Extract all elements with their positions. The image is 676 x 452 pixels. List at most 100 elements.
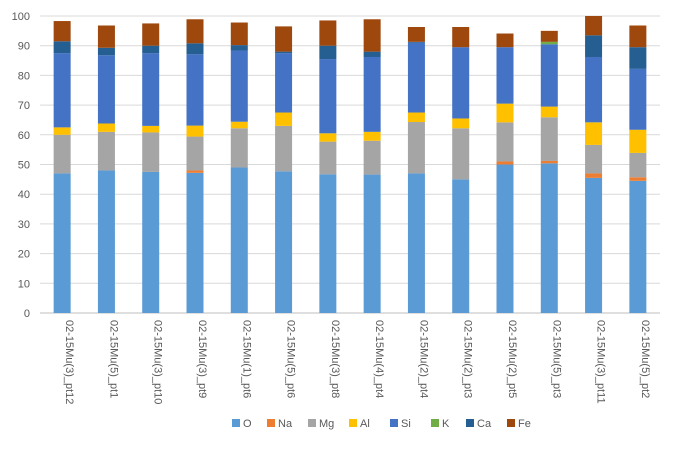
legend-label-na: Na [278,418,293,430]
bar-segment-02-15mu-2-pt3-o [452,179,470,313]
legend-label-si: Si [401,418,411,430]
bar-segment-02-15mu-5-pt1-fe [97,25,115,48]
bar-02-15mu-5-pt1 [97,25,115,313]
x-tick-label-02-15mu-2-pt3: 02-15Mu(2)_pt3 [462,320,474,398]
bar-segment-02-15mu-2-pt5-al [496,103,514,123]
bar-segment-02-15mu-3-pt8-ca [319,45,337,60]
bar-segment-02-15mu-5-pt1-ca [97,47,115,56]
bar-segment-02-15mu-2-pt4-mg [407,122,425,174]
x-tick-label-02-15mu-2-pt4: 02-15Mu(2)_pt4 [417,320,429,398]
bar-segment-02-15mu-1-pt6-fe [230,22,248,46]
bar-segment-02-15mu-1-pt6-o [230,167,248,313]
bar-02-15mu-3-pt11 [585,16,603,313]
bar-segment-02-15mu-5-pt2-fe [629,25,647,48]
bar-02-15mu-3-pt12 [53,21,71,313]
bar-segment-02-15mu-4-pt4-fe [363,19,381,52]
bar-segment-02-15mu-5-pt6-fe [275,26,293,52]
bar-02-15mu-2-pt5 [496,33,514,313]
y-tick-label-70: 70 [18,100,30,112]
bar-segment-02-15mu-5-pt6-al [275,112,293,126]
bar-segment-02-15mu-5-pt1-o [97,170,115,313]
x-tick-label-02-15mu-5-pt6: 02-15Mu(5)_pt6 [285,320,297,398]
bar-segment-02-15mu-5-pt6-mg [275,125,293,172]
bar-02-15mu-3-pt9 [186,19,204,313]
bar-segment-02-15mu-4-pt4-o [363,174,381,313]
legend-item-na: Na [267,418,293,430]
x-tick-label-02-15mu-3-pt9: 02-15Mu(3)_pt9 [196,320,208,398]
bar-segment-02-15mu-2-pt4-ca [407,41,425,43]
x-tick-label-02-15mu-3-pt11: 02-15Mu(3)_pt11 [595,320,607,404]
bar-segment-02-15mu-3-pt8-si [319,59,337,134]
bar-segment-02-15mu-3-pt11-fe [585,16,603,36]
bar-segment-02-15mu-3-pt9-si [186,54,204,126]
bars [53,16,647,313]
gridlines [40,15,660,314]
bar-segment-02-15mu-3-pt12-si [53,53,71,128]
bar-segment-02-15mu-2-pt5-na [496,161,514,165]
legend-label-fe: Fe [518,418,531,430]
bar-02-15mu-1-pt6 [230,22,248,313]
bar-segment-02-15mu-3-pt9-na [186,170,204,173]
legend-label-k: K [442,418,450,430]
y-tick-label-20: 20 [18,249,30,261]
bar-segment-02-15mu-5-pt2-na [629,177,647,181]
bar-segment-02-15mu-3-pt8-fe [319,20,337,46]
legend-item-si: Si [390,418,411,430]
legend-item-al: Al [349,418,370,430]
bar-segment-02-15mu-5-pt2-ca [629,47,647,69]
bar-segment-02-15mu-5-pt3-k [540,41,558,45]
x-tick-label-02-15mu-3-pt12: 02-15Mu(3)_pt12 [63,320,75,404]
bar-segment-02-15mu-2-pt4-si [407,42,425,113]
bar-segment-02-15mu-3-pt8-al [319,133,337,142]
bar-segment-02-15mu-5-pt1-al [97,123,115,132]
legend-swatch-fe [507,419,515,427]
bar-02-15mu-5-pt2 [629,25,647,313]
bar-segment-02-15mu-4-pt4-ca [363,51,381,57]
bar-segment-02-15mu-3-pt9-mg [186,136,204,171]
bar-segment-02-15mu-5-pt3-na [540,160,558,164]
legend-item-o: O [232,418,252,430]
bar-segment-02-15mu-2-pt4-fe [407,26,425,42]
bar-segment-02-15mu-3-pt11-mg [585,144,603,174]
legend-label-o: O [243,418,252,430]
bar-segment-02-15mu-5-pt1-si [97,55,115,124]
bar-segment-02-15mu-5-pt2-mg [629,152,647,178]
bar-segment-02-15mu-3-pt10-mg [142,132,160,172]
bar-segment-02-15mu-3-pt10-si [142,53,160,126]
bar-segment-02-15mu-3-pt12-mg [53,134,71,174]
bar-segment-02-15mu-3-pt11-ca [585,35,603,57]
bar-segment-02-15mu-2-pt4-al [407,112,425,123]
bar-segment-02-15mu-5-pt1-mg [97,131,115,171]
legend-swatch-k [431,419,439,427]
legend-item-k: K [431,418,450,430]
legend-swatch-na [267,419,275,427]
bar-segment-02-15mu-3-pt12-o [53,173,71,313]
bar-segment-02-15mu-5-pt2-al [629,129,647,153]
bar-segment-02-15mu-5-pt3-si [540,44,558,107]
bar-segment-02-15mu-3-pt12-fe [53,21,71,42]
bar-segment-02-15mu-4-pt4-si [363,56,381,132]
y-tick-label-100: 100 [12,11,30,23]
legend-item-mg: Mg [308,418,334,430]
bar-segment-02-15mu-3-pt11-si [585,56,603,123]
bar-segment-02-15mu-2-pt5-si [496,47,514,104]
x-tick-label-02-15mu-2-pt5: 02-15Mu(2)_pt5 [506,320,518,398]
x-tick-label-02-15mu-3-pt10: 02-15Mu(3)_pt10 [152,320,164,404]
legend-item-ca: Ca [466,418,492,430]
legend-label-ca: Ca [477,418,492,430]
bar-segment-02-15mu-1-pt6-mg [230,128,248,168]
bar-segment-02-15mu-5-pt3-o [540,163,558,313]
bar-segment-02-15mu-4-pt4-al [363,131,381,141]
x-tick-label-02-15mu-5-pt3: 02-15Mu(5)_pt3 [550,320,562,398]
bar-segment-02-15mu-3-pt12-al [53,127,71,135]
bar-segment-02-15mu-3-pt9-al [186,125,204,137]
x-axis-tick-labels: 02-15Mu(3)_pt12 02-15Mu(5)_pt1 02-15Mu(3)_… [63,320,651,404]
bar-segment-02-15mu-3-pt9-fe [186,19,204,44]
bar-segment-02-15mu-5-pt6-si [275,53,293,113]
bar-02-15mu-3-pt10 [142,23,160,313]
x-tick-label-02-15mu-4-pt4: 02-15Mu(4)_pt4 [373,320,385,398]
bar-segment-02-15mu-5-pt2-si [629,68,647,130]
bar-segment-02-15mu-3-pt10-o [142,171,160,313]
x-tick-label-02-15mu-5-pt1: 02-15Mu(5)_pt1 [107,320,119,398]
